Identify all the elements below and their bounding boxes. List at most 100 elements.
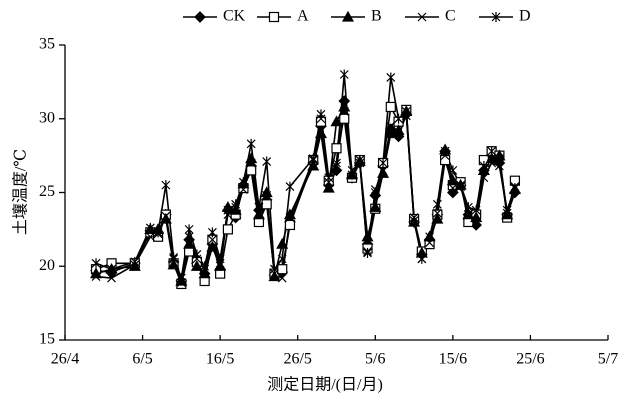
point-shape — [169, 252, 179, 263]
point-shape — [246, 165, 257, 176]
point — [339, 106, 349, 116]
point — [223, 205, 233, 216]
point — [361, 230, 374, 242]
point-shape — [238, 177, 248, 188]
point-shape — [153, 227, 163, 238]
point — [167, 258, 180, 270]
point — [107, 273, 116, 283]
point-shape — [369, 201, 382, 212]
point-shape — [425, 231, 435, 242]
point-shape — [332, 158, 341, 168]
point — [378, 165, 388, 175]
point-shape — [277, 253, 287, 264]
point-shape — [463, 210, 473, 220]
point — [386, 72, 396, 83]
point-shape — [308, 153, 318, 164]
point — [487, 158, 497, 168]
point-shape — [370, 187, 380, 198]
point-shape — [314, 127, 328, 139]
y-tick-label: 20 — [39, 257, 55, 274]
point — [200, 261, 210, 272]
point-shape — [394, 113, 403, 124]
x-tick-label: 15/6 — [439, 351, 467, 368]
point-shape — [198, 267, 211, 279]
point — [161, 211, 171, 221]
point — [384, 127, 397, 139]
point — [284, 219, 296, 231]
point — [262, 191, 272, 200]
point-shape — [277, 264, 288, 275]
point — [401, 106, 411, 117]
y-axis-label: 土壤温度/℃ — [11, 149, 30, 235]
point-shape — [277, 273, 287, 283]
point — [432, 199, 442, 210]
point — [190, 260, 203, 271]
point — [91, 272, 101, 281]
point-shape — [254, 202, 264, 213]
point — [409, 215, 419, 226]
point-shape — [347, 169, 357, 180]
x-tick-label: 6/5 — [132, 351, 152, 368]
point — [487, 146, 497, 157]
point — [285, 213, 295, 222]
point-shape — [471, 205, 481, 216]
legend-marker-shape — [341, 10, 355, 22]
point-shape — [355, 155, 365, 166]
point-shape — [386, 121, 396, 131]
point-shape — [145, 232, 155, 242]
point — [417, 253, 427, 264]
point — [145, 222, 155, 233]
point — [238, 185, 248, 194]
point — [324, 172, 334, 183]
point-shape — [316, 109, 326, 120]
point — [314, 127, 328, 139]
point-shape — [223, 205, 233, 216]
point-shape — [192, 249, 202, 260]
point-shape — [161, 180, 171, 191]
point-shape — [494, 161, 504, 171]
point — [238, 177, 248, 188]
point — [322, 181, 335, 193]
point — [153, 227, 163, 238]
point-shape — [446, 174, 459, 186]
point-shape — [471, 217, 481, 227]
point-shape — [322, 181, 335, 193]
x-tick-label: 5/6 — [365, 351, 385, 368]
point — [386, 121, 396, 131]
point-shape — [262, 156, 272, 167]
point-shape — [331, 143, 342, 154]
point-shape — [107, 273, 116, 283]
point — [463, 202, 473, 213]
point-shape — [456, 180, 466, 191]
point — [385, 101, 396, 113]
point-shape — [440, 146, 450, 157]
point-shape — [378, 165, 388, 175]
point — [431, 212, 444, 224]
point — [446, 174, 459, 186]
point — [130, 256, 140, 267]
point-shape — [448, 183, 458, 193]
point-shape — [207, 235, 217, 245]
point — [90, 267, 103, 279]
point — [184, 232, 194, 242]
point-shape — [385, 101, 396, 113]
point — [222, 224, 233, 235]
point-shape — [276, 237, 289, 249]
point-shape — [238, 185, 248, 194]
point-shape — [176, 273, 186, 284]
point-shape — [339, 69, 349, 80]
point — [198, 267, 211, 279]
y-tick-label: 35 — [39, 36, 55, 53]
point-shape — [339, 106, 349, 116]
point-shape — [392, 124, 405, 136]
point — [330, 115, 343, 127]
point-shape — [262, 191, 272, 200]
point — [183, 237, 196, 249]
point — [440, 146, 450, 157]
legend-marker-shape — [194, 11, 206, 23]
legend-marker — [341, 10, 355, 22]
point — [494, 161, 504, 171]
point-shape — [270, 264, 279, 275]
